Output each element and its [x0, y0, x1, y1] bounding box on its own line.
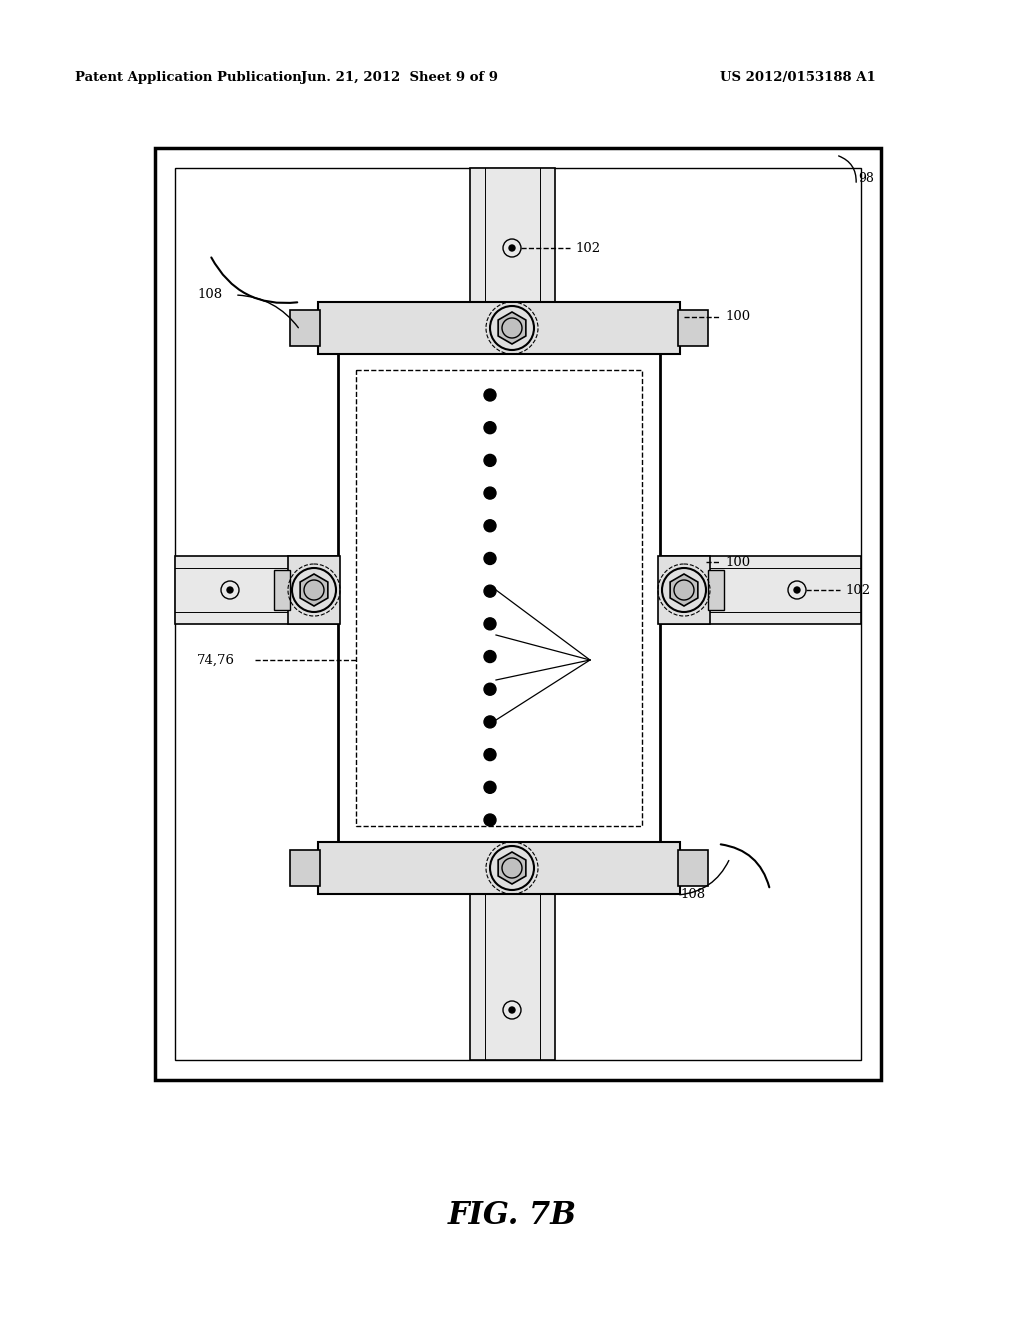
- Text: 102: 102: [575, 242, 600, 255]
- Bar: [356, 370, 642, 826]
- Text: 98: 98: [858, 172, 873, 185]
- Circle shape: [484, 487, 496, 499]
- Text: 100: 100: [725, 556, 751, 569]
- Polygon shape: [498, 312, 526, 345]
- Circle shape: [484, 684, 496, 696]
- Bar: [678, 850, 708, 886]
- Text: US 2012/0153188 A1: US 2012/0153188 A1: [720, 71, 876, 84]
- Text: 74,76: 74,76: [197, 653, 234, 667]
- FancyArrowPatch shape: [721, 845, 769, 887]
- Bar: [175, 168, 861, 1060]
- Circle shape: [484, 421, 496, 434]
- Polygon shape: [670, 574, 698, 606]
- Text: 108: 108: [197, 289, 222, 301]
- Circle shape: [484, 618, 496, 630]
- Text: 14: 14: [357, 560, 374, 573]
- Text: Patent Application Publication: Patent Application Publication: [75, 71, 302, 84]
- Bar: [274, 570, 290, 610]
- Bar: [678, 310, 708, 346]
- Circle shape: [484, 389, 496, 401]
- Bar: [338, 352, 660, 843]
- Text: FIG. 7B: FIG. 7B: [447, 1200, 577, 1230]
- Circle shape: [484, 814, 496, 826]
- Circle shape: [509, 246, 515, 251]
- Circle shape: [484, 553, 496, 565]
- Bar: [175, 556, 861, 624]
- Circle shape: [484, 520, 496, 532]
- Circle shape: [484, 748, 496, 760]
- Circle shape: [484, 781, 496, 793]
- Text: 108: 108: [680, 888, 706, 902]
- Text: Jun. 21, 2012  Sheet 9 of 9: Jun. 21, 2012 Sheet 9 of 9: [301, 71, 499, 84]
- Circle shape: [484, 651, 496, 663]
- Circle shape: [484, 454, 496, 466]
- FancyArrowPatch shape: [238, 296, 298, 327]
- Polygon shape: [300, 574, 328, 606]
- Bar: [288, 556, 340, 624]
- Bar: [708, 570, 724, 610]
- FancyArrowPatch shape: [211, 257, 297, 304]
- Bar: [658, 556, 710, 624]
- Bar: [290, 310, 319, 346]
- Text: 102: 102: [845, 583, 870, 597]
- Bar: [318, 302, 680, 354]
- Polygon shape: [498, 851, 526, 884]
- Circle shape: [509, 1007, 515, 1012]
- Bar: [470, 168, 555, 1060]
- Text: 16: 16: [593, 653, 610, 667]
- Bar: [155, 148, 881, 1080]
- Bar: [290, 850, 319, 886]
- Text: 100: 100: [725, 310, 751, 323]
- FancyArrowPatch shape: [839, 156, 856, 182]
- Circle shape: [794, 587, 800, 593]
- Circle shape: [484, 585, 496, 597]
- Bar: [318, 842, 680, 894]
- FancyArrowPatch shape: [680, 861, 729, 895]
- Circle shape: [227, 587, 233, 593]
- Circle shape: [484, 715, 496, 727]
